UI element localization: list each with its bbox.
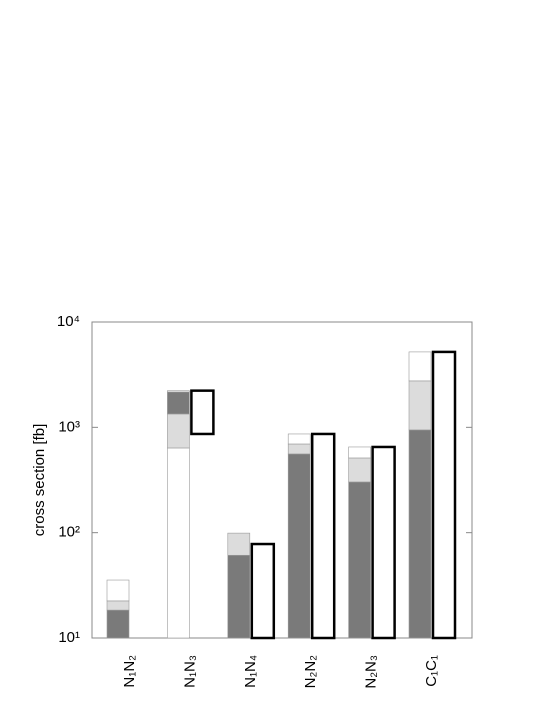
y-tick-label: 10¹ [58,629,80,646]
x-tick-label: N₂N₃ [363,655,380,689]
bar-segment [106,579,130,602]
outline-bar [190,389,215,436]
x-tick-label: N₂N₂ [302,655,319,688]
y-tick-label: 10³ [58,418,80,435]
bar-segment [167,447,190,639]
outline-bar [371,445,396,640]
y-tick-label: 10⁴ [57,313,80,330]
x-tick-label: N₁N₄ [242,655,259,688]
bar-segment [167,391,190,415]
outline-bar [310,432,336,640]
bar-segment [287,433,311,445]
plot-frame [91,321,473,639]
x-tick-label: N₁N₃ [181,655,198,688]
bar-segment [167,413,190,449]
bar-segment [106,609,130,639]
bar-segment [106,600,130,611]
bar-segment [348,481,371,639]
bar-segment [227,554,251,639]
bar-segment [287,443,311,455]
outline-bar [250,542,276,640]
bar-segment [167,390,190,393]
bar-segment [287,453,311,639]
outline-bar [431,350,457,640]
x-tick-label: N₁N₂ [121,655,138,688]
bar-segment [348,446,371,459]
bar-segment [348,457,371,483]
y-axis-label: cross section [fb] [31,424,48,537]
bar-segment [227,532,251,556]
bar-segment [408,351,432,382]
x-tick-label: C₁C₁ [423,655,440,687]
bar-segment [408,429,432,639]
bar-segment [408,380,432,431]
y-tick-label: 10² [58,524,80,541]
